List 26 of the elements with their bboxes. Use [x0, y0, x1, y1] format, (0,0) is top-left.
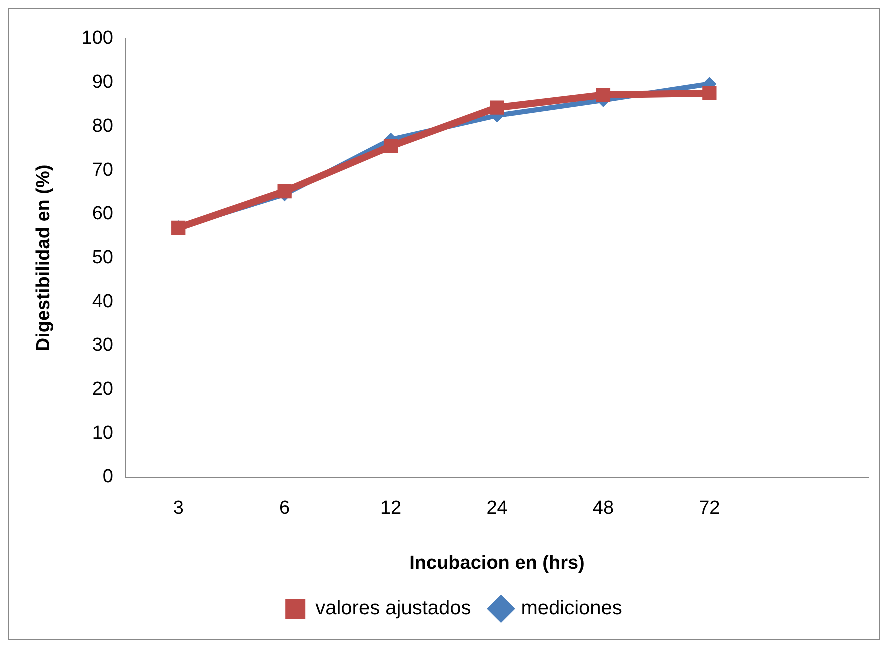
- x-tick-label: 12: [380, 498, 402, 520]
- point: [702, 86, 717, 100]
- y-axis-title: Digestibilidad en (%): [34, 164, 55, 352]
- x-tick-label: 48: [592, 498, 614, 520]
- y-tick-label: 70: [92, 160, 114, 181]
- x-tick-label: 24: [486, 498, 508, 520]
- y-tick-label: 50: [92, 247, 114, 268]
- x-tick-label: 6: [280, 498, 290, 520]
- point: [384, 139, 398, 154]
- point: [278, 184, 292, 199]
- point: [490, 100, 504, 115]
- y-tick-label: 0: [102, 466, 114, 488]
- y-tick-label: 20: [92, 378, 114, 400]
- x-tick-label: 72: [699, 498, 720, 520]
- legend-label: valores ajustados: [316, 598, 472, 620]
- y-tick-label: 10: [92, 422, 114, 444]
- y-tick-label: 60: [92, 204, 114, 225]
- legend-label: mediciones: [521, 598, 622, 620]
- y-tick-label: 90: [92, 72, 114, 94]
- y-tick-label: 80: [92, 116, 114, 137]
- y-tick-label: 40: [92, 291, 114, 312]
- x-tick-label: 3: [173, 498, 184, 520]
- point: [596, 88, 611, 102]
- y-tick-label: 100: [82, 28, 114, 50]
- y-tick-label: 30: [92, 335, 114, 356]
- x-axis-title: Incubacion en (hrs): [410, 552, 585, 574]
